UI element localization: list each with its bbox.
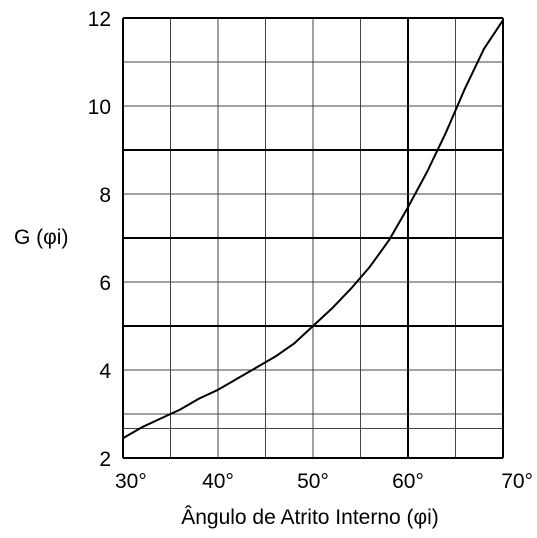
y-tick-label: 10 [88,96,111,119]
grid [122,17,504,459]
x-tick-label: 30° [115,470,147,493]
y-tick-labels: 2 4 6 8 10 12 [88,8,112,471]
y-tick-label: 6 [99,272,111,295]
x-axis-label: Ângulo de Atrito Interno (φi) [181,506,439,529]
x-tick-label: 70° [501,470,533,493]
y-tick-label: 2 [99,448,111,471]
y-tick-label: 4 [99,360,111,383]
series-line-0 [122,19,504,440]
x-tick-label: 40° [202,470,234,493]
y-axis-label: G (φi) [14,226,68,249]
x-tick-label: 50° [297,470,329,493]
x-tick-labels: 30° 40° 50° 60° 70° [115,470,533,493]
y-tick-label: 12 [88,8,111,31]
series-layer [122,19,504,440]
y-tick-label: 8 [99,184,111,207]
x-tick-label: 60° [392,470,424,493]
